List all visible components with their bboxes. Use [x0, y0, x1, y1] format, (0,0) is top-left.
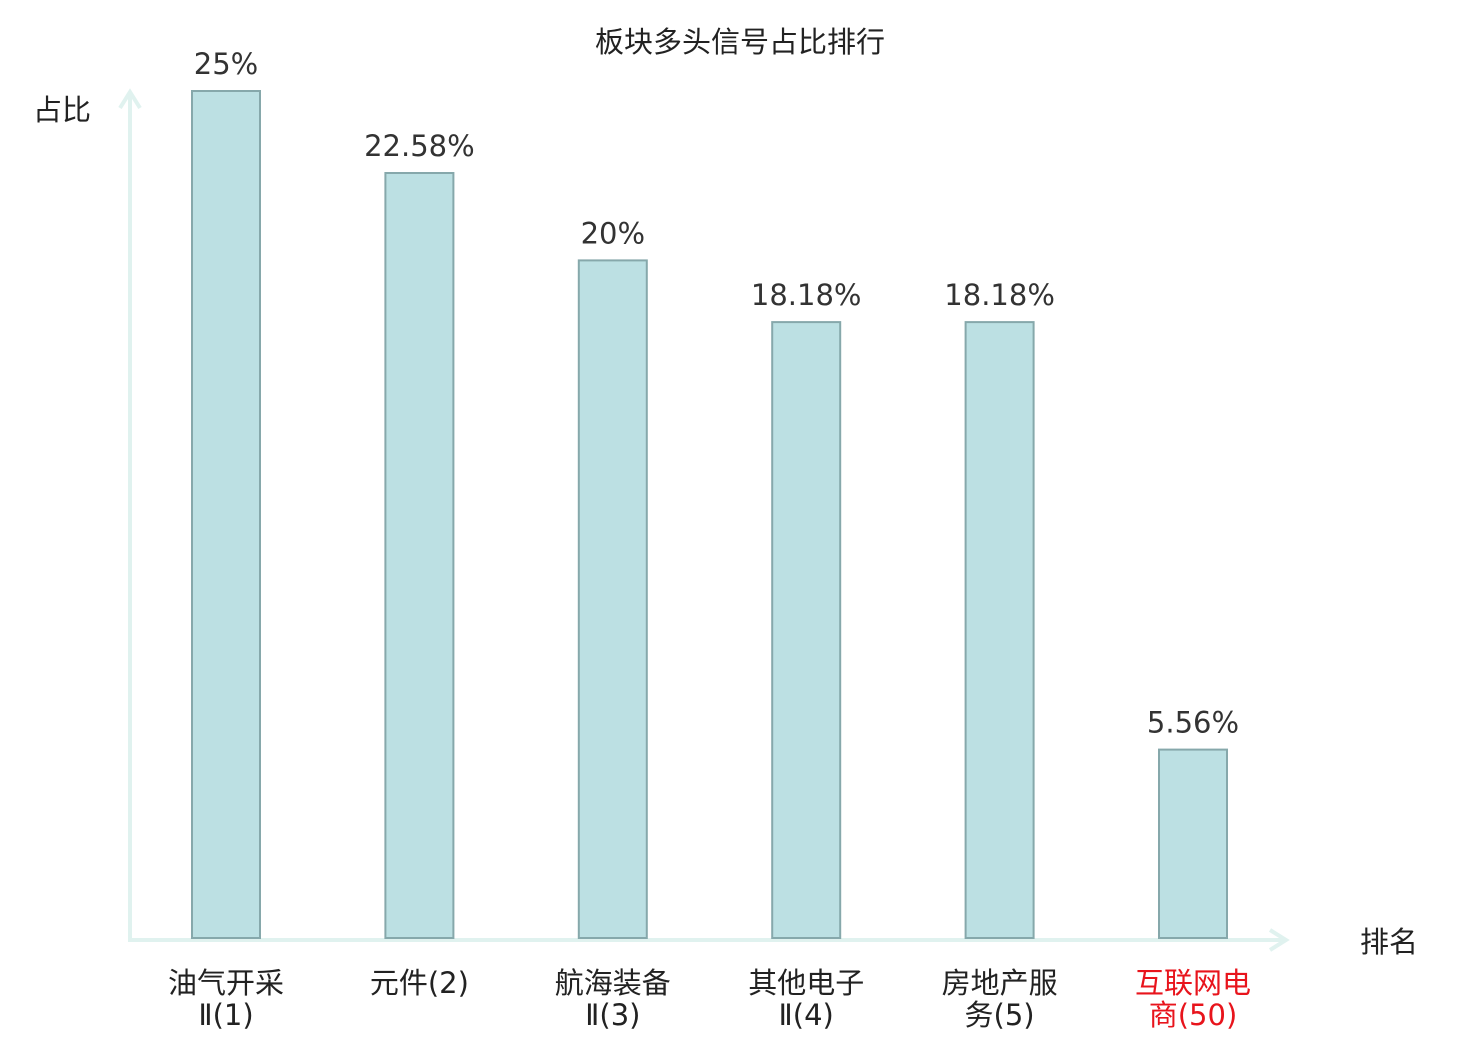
x-axis: [128, 928, 1290, 952]
data-label: 20%: [581, 216, 645, 250]
bar: [191, 90, 261, 939]
x-tick-label: 互联网电: [1135, 966, 1251, 1000]
x-axis-arrow-icon: [1268, 928, 1290, 952]
x-tick-label: 务(5): [965, 998, 1035, 1032]
data-label: 25%: [194, 47, 258, 81]
x-tick-label: 房地产服: [942, 966, 1058, 1000]
bar: [771, 321, 842, 940]
y-axis-arrow-icon: [118, 88, 142, 110]
data-label: 22.58%: [364, 129, 475, 163]
bar: [577, 259, 648, 939]
bar: [964, 321, 1035, 940]
bar-series: [191, 90, 1228, 940]
x-axis-label: 排名: [1360, 925, 1418, 959]
value-labels: 25% 22.58% 20% 18.18% 18.18% 5.56%: [194, 47, 1239, 740]
x-tick-label: 其他电子: [748, 966, 864, 1000]
data-label: 5.56%: [1147, 706, 1239, 740]
bar: [1158, 748, 1228, 939]
x-tick-label: 商(50): [1149, 998, 1238, 1032]
x-tick-label: 元件(2): [370, 966, 469, 1000]
data-label: 18.18%: [751, 278, 862, 312]
y-axis-label: 占比: [33, 93, 91, 127]
x-tick-label: Ⅱ(4): [779, 998, 834, 1032]
bar: [384, 172, 455, 939]
x-tick-label: Ⅱ(3): [585, 998, 640, 1032]
x-tick-label: Ⅱ(1): [198, 998, 253, 1032]
x-tick-label: 航海装备: [555, 966, 671, 1000]
y-axis: [118, 88, 142, 940]
x-tick-label: 油气开采: [168, 966, 284, 1000]
data-label: 18.18%: [944, 278, 1055, 312]
chart-title: 板块多头信号占比排行: [595, 25, 885, 59]
